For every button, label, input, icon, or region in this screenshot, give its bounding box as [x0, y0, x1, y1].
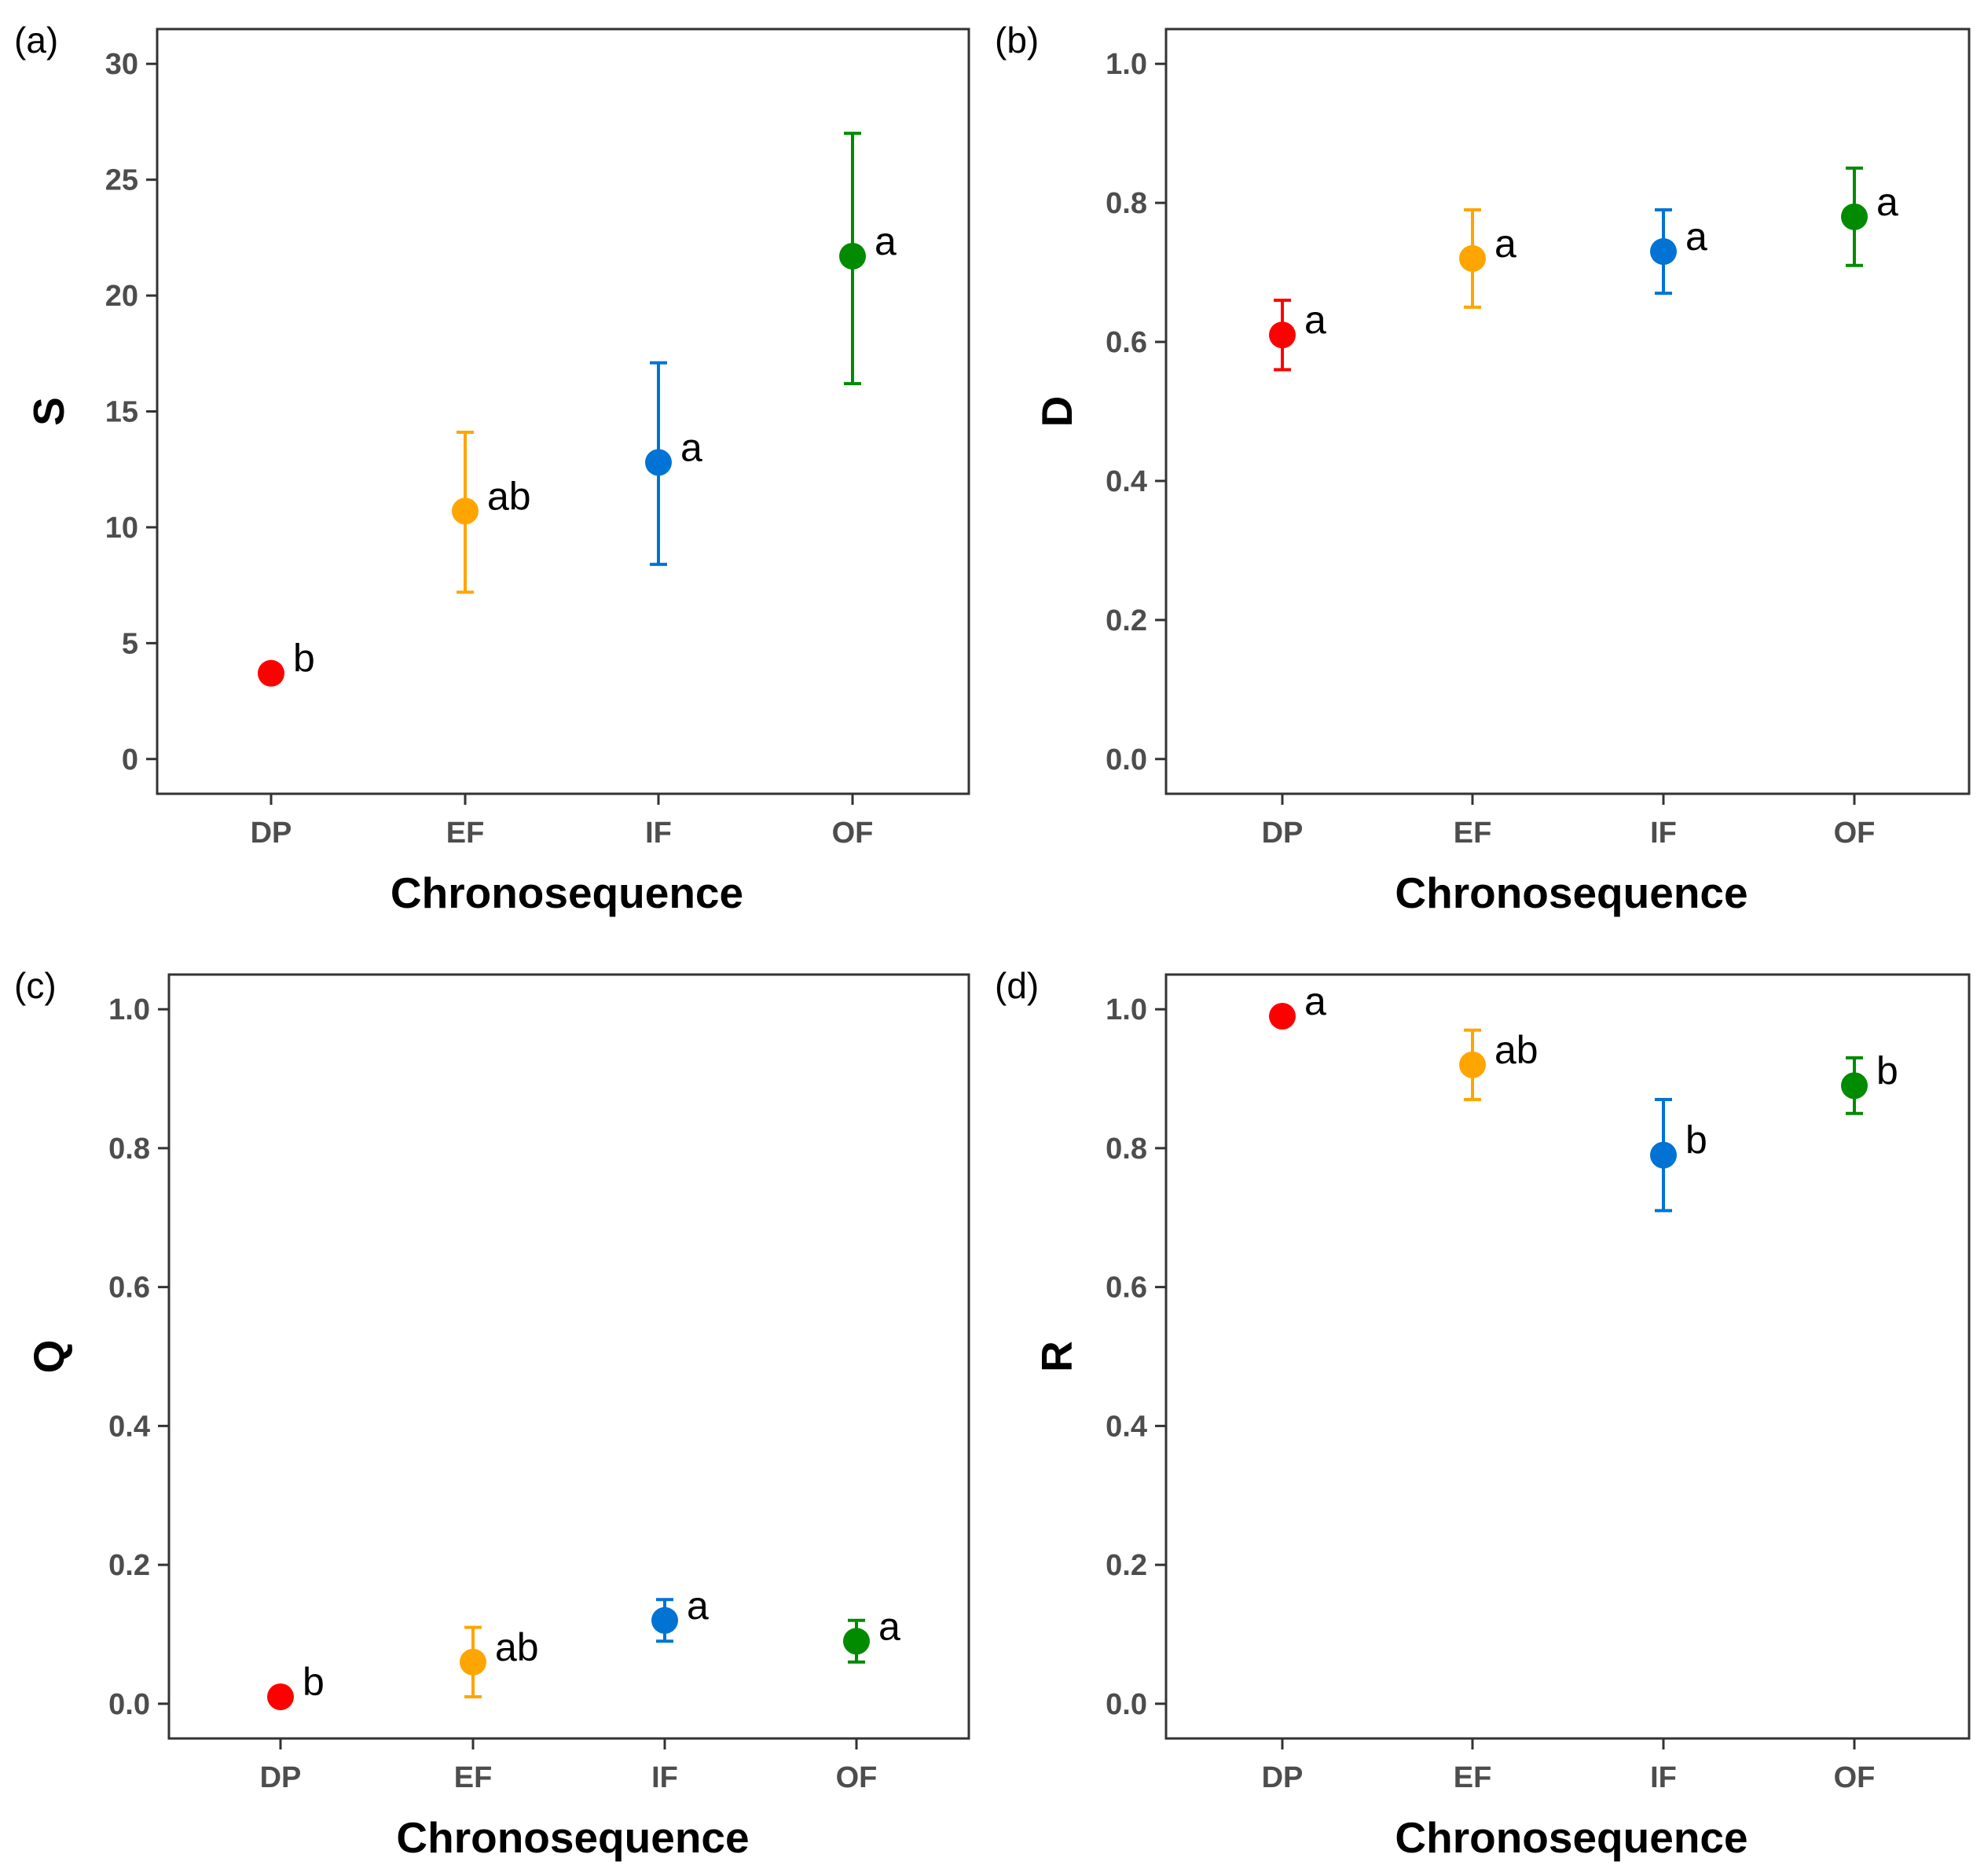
y-tick-label: 0 [122, 743, 138, 776]
sig-label-EF: ab [495, 1625, 539, 1669]
x-tick-label-IF: IF [1650, 817, 1677, 850]
point-EF [460, 1648, 486, 1676]
point-OF [843, 1628, 870, 1655]
y-tick-label: 30 [105, 48, 138, 81]
sig-label-DP: a [1304, 979, 1326, 1023]
x-tick-label-OF: OF [1834, 1761, 1876, 1794]
x-tick-label-IF: IF [651, 1761, 678, 1794]
y-axis-title: R [1032, 1341, 1081, 1372]
y-tick-label: 0.8 [1106, 187, 1147, 220]
y-tick-label: 0.0 [108, 1688, 150, 1721]
x-tick-label-DP: DP [1262, 1761, 1304, 1794]
y-tick-label: 1.0 [1106, 993, 1147, 1026]
sig-label-IF: a [1685, 215, 1707, 259]
point-DP [1269, 1003, 1296, 1030]
x-tick-label-IF: IF [1650, 1761, 1677, 1794]
y-tick-label: 0.4 [1106, 465, 1147, 498]
sig-label-OF: a [1876, 180, 1898, 224]
y-tick-label: 0.6 [1106, 1272, 1147, 1305]
sig-label-DP: b [303, 1660, 325, 1704]
y-tick-label: 0.6 [1106, 326, 1147, 359]
x-tick-label-OF: OF [832, 817, 874, 850]
point-OF [1841, 1072, 1868, 1100]
y-tick-label: 1.0 [1106, 48, 1147, 81]
y-tick-label: 0.2 [1106, 1549, 1147, 1582]
sig-label-DP: a [1304, 298, 1326, 342]
x-axis-title: Chronosequence [391, 868, 743, 917]
point-OF [839, 242, 866, 270]
point-DP [267, 1683, 294, 1710]
x-axis-title: Chronosequence [1395, 868, 1747, 917]
plot-frame [1164, 28, 1971, 795]
y-tick-label: 15 [105, 396, 138, 429]
sig-label-EF: a [1494, 222, 1516, 266]
point-DP [1269, 321, 1296, 349]
panel-tag: (b) [995, 20, 1039, 61]
panel-tag: (c) [14, 965, 57, 1006]
x-tick-label-EF: EF [454, 1761, 493, 1794]
x-tick-label-EF: EF [446, 817, 485, 850]
y-tick-label: 0.2 [1106, 604, 1147, 637]
plot-frame [1164, 973, 1971, 1740]
point-EF [452, 497, 479, 525]
point-DP [258, 659, 284, 687]
y-tick-label: 1.0 [108, 993, 150, 1026]
point-OF [1841, 203, 1868, 230]
sig-label-OF: a [875, 219, 897, 263]
sig-label-EF: ab [1494, 1028, 1538, 1072]
point-IF [645, 449, 672, 476]
panel-d: 0.0 0.2 0.4 0.6 0.8 1.0 DP EF IF OF Chronosequence… [995, 965, 1971, 1862]
y-tick-label: 20 [105, 280, 138, 313]
y-tick-label: 0.8 [1106, 1133, 1147, 1166]
y-tick-label: 0.2 [108, 1549, 150, 1582]
point-IF [1650, 1141, 1677, 1169]
point-IF [651, 1606, 678, 1634]
y-tick-label: 0.4 [1106, 1410, 1147, 1443]
y-axis-title: Q [24, 1340, 73, 1374]
y-tick-label: 0.8 [108, 1133, 150, 1166]
x-axis-title: Chronosequence [396, 1813, 749, 1862]
y-axis-title: S [24, 397, 73, 426]
panel-a: 0 5 10 15 20 25 30 DP EF IF OF Chronosequence S (a) b a… [14, 20, 970, 917]
x-tick-label-DP: DP [260, 1761, 302, 1794]
panel-c: 0.0 0.2 0.4 0.6 0.8 1.0 DP EF IF OF Chronosequence… [14, 965, 970, 1862]
x-axis-title: Chronosequence [1395, 1813, 1747, 1862]
sig-label-OF: b [1876, 1048, 1898, 1092]
x-tick-label-IF: IF [645, 817, 672, 850]
y-axis-title: D [1032, 396, 1081, 428]
x-tick-label-OF: OF [1834, 817, 1876, 850]
panel-tag: (d) [995, 965, 1039, 1006]
y-tick-label: 0.4 [108, 1410, 150, 1443]
y-tick-label: 0.0 [1106, 1688, 1147, 1721]
y-tick-label: 5 [122, 627, 138, 660]
x-tick-label-DP: DP [1262, 817, 1304, 850]
sig-label-IF: b [1685, 1118, 1707, 1162]
sig-label-IF: a [680, 425, 702, 469]
sig-label-DP: b [293, 637, 315, 681]
y-tick-label: 25 [105, 164, 138, 197]
y-tick-label: 0.0 [1106, 743, 1147, 776]
y-tick-label: 10 [105, 512, 138, 545]
plot-frame [167, 973, 970, 1740]
x-tick-label-OF: OF [836, 1761, 878, 1794]
x-tick-label-EF: EF [1454, 1761, 1492, 1794]
sig-label-OF: a [878, 1604, 900, 1648]
panel-b: 0.0 0.2 0.4 0.6 0.8 1.0 DP EF IF OF Chronosequence… [995, 20, 1971, 917]
point-EF [1459, 1051, 1486, 1078]
y-tick-label: 0.6 [108, 1272, 150, 1305]
sig-label-IF: a [687, 1584, 709, 1628]
sig-label-EF: ab [487, 474, 531, 518]
x-tick-label-DP: DP [251, 817, 292, 850]
x-tick-label-EF: EF [1454, 817, 1492, 850]
panel-tag: (a) [14, 20, 58, 61]
point-EF [1459, 244, 1486, 272]
point-IF [1650, 238, 1677, 266]
